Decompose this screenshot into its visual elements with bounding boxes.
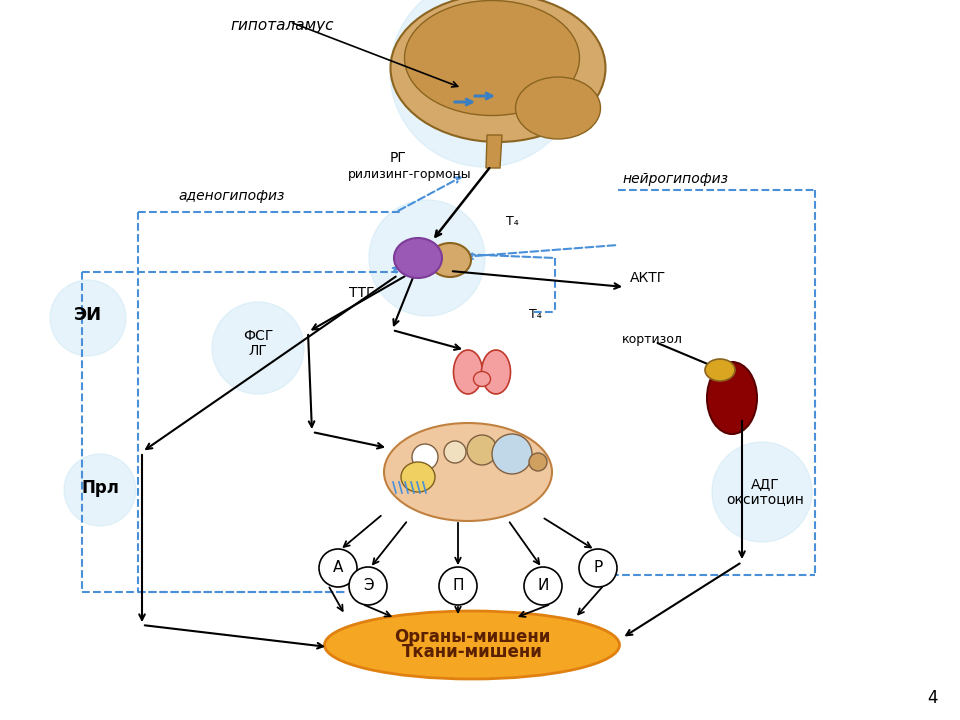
Ellipse shape [429, 243, 471, 277]
Ellipse shape [473, 372, 491, 387]
Text: кортизол: кортизол [621, 333, 683, 346]
Text: гипоталамус: гипоталамус [230, 18, 333, 33]
Text: окситоцин: окситоцин [726, 492, 804, 506]
Circle shape [492, 434, 532, 474]
Ellipse shape [707, 362, 757, 434]
Circle shape [349, 567, 387, 605]
Ellipse shape [404, 1, 580, 115]
Circle shape [529, 453, 547, 471]
Ellipse shape [324, 611, 619, 679]
Text: ЛГ: ЛГ [249, 344, 268, 358]
Text: П: П [452, 578, 464, 593]
Text: T₄: T₄ [529, 308, 541, 321]
Circle shape [319, 549, 357, 587]
Text: Прл: Прл [81, 479, 119, 497]
Circle shape [64, 454, 136, 526]
Ellipse shape [401, 462, 435, 492]
Ellipse shape [394, 238, 442, 278]
Text: 4: 4 [927, 689, 938, 707]
Text: ЭИ: ЭИ [74, 306, 102, 324]
Ellipse shape [384, 423, 552, 521]
Circle shape [50, 280, 126, 356]
Ellipse shape [453, 350, 483, 394]
Circle shape [712, 442, 812, 542]
Ellipse shape [482, 350, 511, 394]
Text: Ткани-мишени: Ткани-мишени [401, 643, 542, 661]
Ellipse shape [705, 359, 735, 381]
Circle shape [212, 302, 304, 394]
Text: Э: Э [363, 578, 373, 593]
Circle shape [524, 567, 562, 605]
Circle shape [390, 0, 580, 167]
Circle shape [369, 200, 485, 316]
Circle shape [579, 549, 617, 587]
Text: Органы-мишени: Органы-мишени [394, 628, 550, 646]
Text: А: А [333, 560, 343, 575]
Ellipse shape [391, 0, 606, 142]
Text: аденогипофиз: аденогипофиз [178, 189, 284, 203]
Circle shape [444, 441, 466, 463]
Text: нейрогипофиз: нейрогипофиз [622, 172, 728, 186]
Text: И: И [538, 578, 549, 593]
Text: РГ: РГ [390, 151, 406, 165]
Text: Р: Р [593, 560, 603, 575]
Ellipse shape [516, 77, 601, 139]
Text: ФСГ: ФСГ [243, 329, 274, 343]
Circle shape [467, 435, 497, 465]
Polygon shape [486, 135, 502, 168]
Text: T₄: T₄ [506, 215, 518, 228]
Circle shape [439, 567, 477, 605]
Text: рилизинг-гормоны: рилизинг-гормоны [348, 168, 471, 181]
Text: ТТГ: ТТГ [349, 286, 374, 300]
Text: АКТГ: АКТГ [630, 271, 666, 285]
Text: АДГ: АДГ [751, 477, 780, 491]
Circle shape [412, 444, 438, 470]
